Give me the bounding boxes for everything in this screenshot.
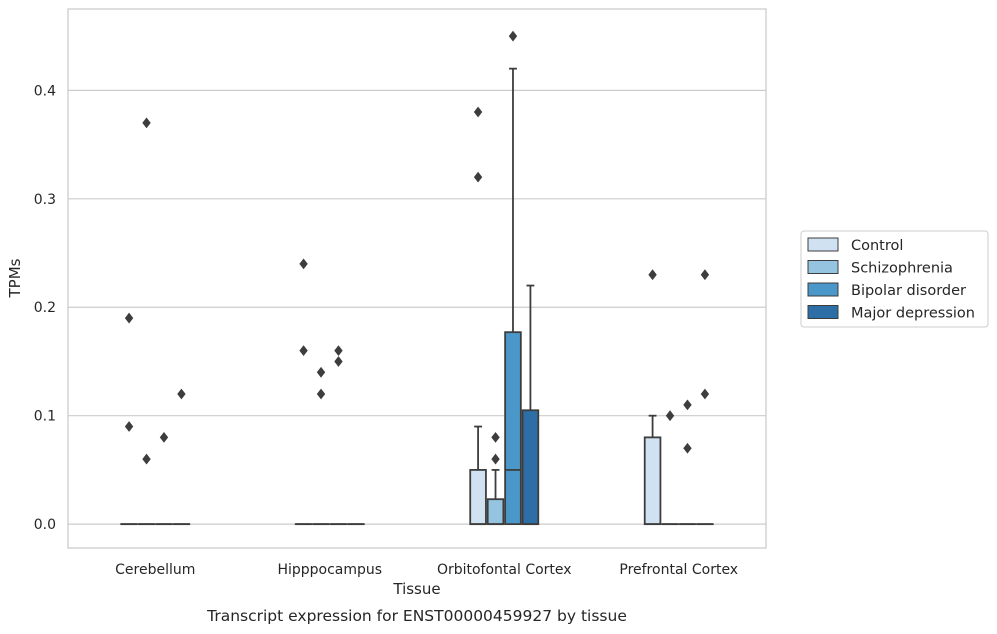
y-axis-ticks: 0.0 0.1 0.2 0.3 0.4	[34, 83, 56, 533]
box-body	[486, 498, 505, 526]
x-axis-label: Tissue	[392, 580, 440, 598]
plot-marks	[120, 30, 714, 526]
outlier-point	[491, 431, 500, 443]
outlier-point	[159, 431, 169, 443]
y-axis-label: TPMs	[6, 258, 24, 298]
y-tick-label: 0.0	[34, 517, 56, 533]
outlier-point	[124, 312, 134, 324]
legend-swatch	[807, 282, 839, 297]
y-tick-label: 0.3	[34, 192, 56, 208]
y-tick-label: 0.1	[34, 409, 56, 425]
outlier-point	[334, 356, 343, 367]
legend: Control Schizophrenia Bipolar disorder Majo…	[800, 230, 989, 328]
box-body	[643, 436, 662, 526]
chart-caption: Transcript expression for ENST0000045992…	[206, 607, 627, 625]
x-tick-label: Hipppocampus	[277, 562, 382, 578]
outlier-point	[665, 410, 675, 422]
box-control	[294, 258, 313, 526]
box-body	[521, 409, 540, 526]
box-major-depression	[696, 269, 714, 526]
box-control	[469, 106, 487, 526]
legend-label: Schizophrenia	[851, 261, 953, 277]
x-axis-ticks: Cerebellum Hipppocampus Orbitofontal Corte…	[115, 562, 738, 578]
plot-frame	[67, 8, 767, 549]
y-tick-label: 0.4	[34, 83, 56, 99]
box-body	[469, 469, 487, 526]
box-bipolar-disorder	[678, 399, 697, 526]
outlier-point	[142, 453, 151, 465]
outlier-point	[508, 30, 518, 42]
outlier-point	[683, 399, 692, 411]
outlier-point	[491, 453, 500, 465]
box-major-depression	[172, 388, 191, 526]
box-bipolar-disorder	[504, 30, 522, 526]
outlier-point	[648, 269, 657, 281]
box-bipolar-disorder	[329, 345, 348, 526]
x-tick-label: Prefrontal Cortex	[619, 562, 738, 578]
box-schizophrenia	[661, 410, 679, 526]
box-body	[504, 331, 522, 526]
outlier-point	[142, 117, 151, 129]
legend-label: Bipolar disorder	[851, 283, 966, 299]
box-major-depression	[521, 284, 540, 526]
x-tick-label: Orbitofontal Cortex	[437, 562, 572, 578]
box-control	[120, 312, 138, 526]
outlier-point	[700, 388, 710, 400]
legend-swatch	[807, 260, 839, 274]
legend-label: Control	[851, 238, 903, 254]
legend-swatch	[807, 305, 839, 319]
box-bipolar-disorder	[155, 431, 173, 526]
box-control	[643, 269, 662, 526]
legend-frame	[800, 230, 989, 328]
outlier-point	[316, 388, 326, 400]
outlier-point	[473, 106, 483, 118]
legend-label: Major depression	[851, 306, 975, 322]
outlier-point	[177, 388, 186, 400]
outlier-point	[473, 171, 483, 183]
outlier-point	[700, 269, 710, 281]
box-schizophrenia	[312, 366, 330, 526]
box-schizophrenia	[486, 431, 505, 526]
outlier-point	[316, 366, 326, 378]
y-tick-label: 0.2	[34, 300, 56, 316]
box-schizophrenia	[137, 117, 156, 526]
outlier-point	[299, 345, 308, 357]
outlier-point	[299, 258, 308, 270]
legend-swatch	[807, 237, 839, 252]
legend-items: Control Schizophrenia Bipolar disorder Majo…	[807, 237, 975, 322]
outlier-point	[683, 442, 692, 454]
x-tick-label: Cerebellum	[115, 562, 195, 578]
outlier-point	[124, 421, 134, 432]
outlier-point	[334, 345, 343, 357]
